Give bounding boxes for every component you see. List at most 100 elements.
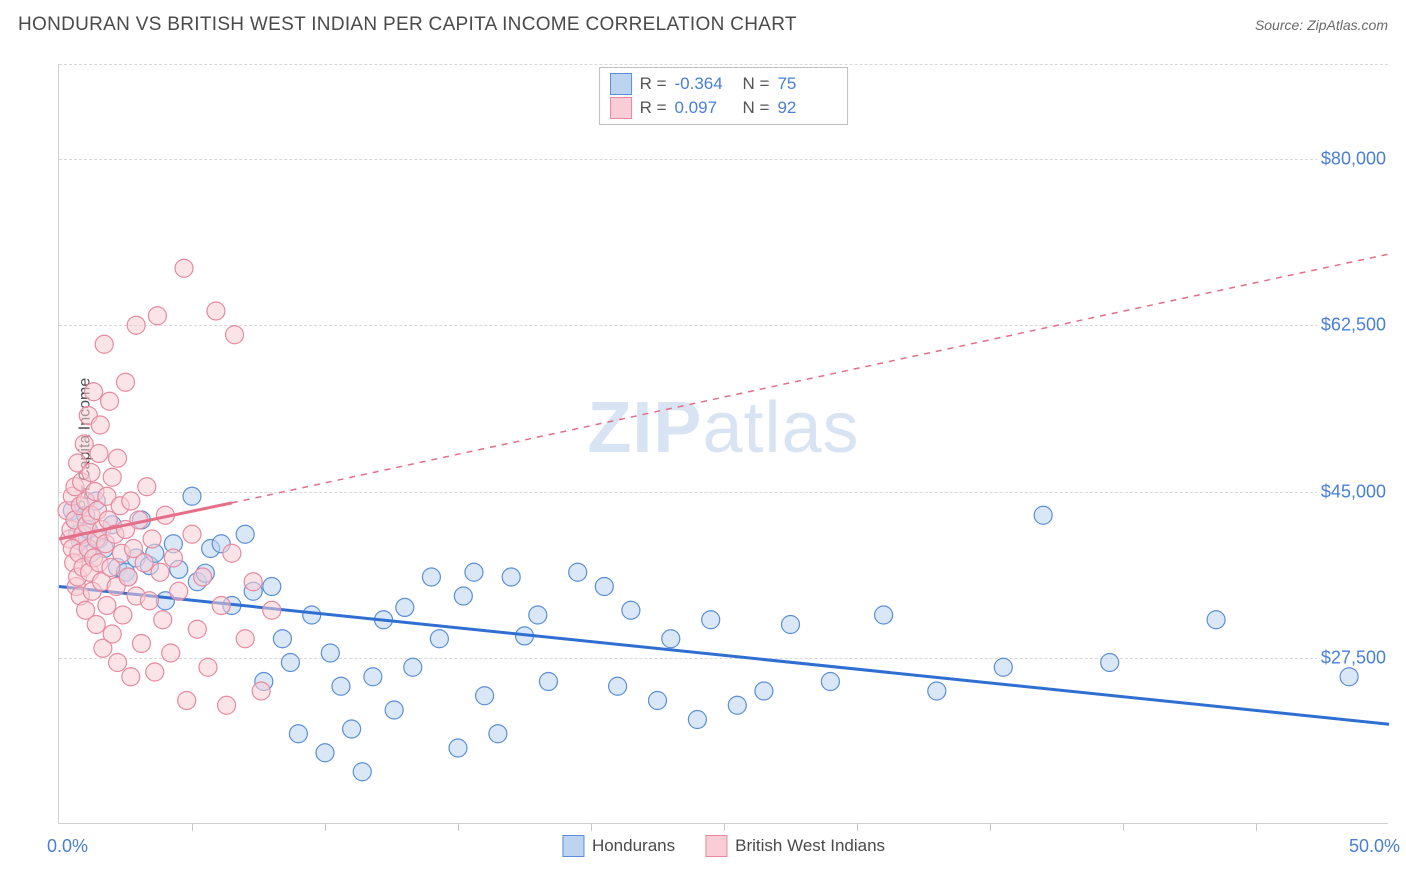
x-tick	[192, 823, 193, 831]
data-point	[755, 682, 773, 700]
data-point	[422, 568, 440, 586]
data-point	[178, 692, 196, 710]
data-point	[430, 630, 448, 648]
data-point	[87, 616, 105, 634]
data-point	[449, 739, 467, 757]
legend-label: British West Indians	[735, 836, 885, 856]
stats-legend: R =-0.364N =75R =0.097N =92	[599, 67, 849, 125]
r-label: R =	[640, 98, 667, 118]
data-point	[82, 464, 100, 482]
data-point	[138, 478, 156, 496]
data-point	[454, 587, 472, 605]
data-point	[688, 711, 706, 729]
legend-swatch	[562, 835, 584, 857]
r-value: 0.097	[675, 98, 735, 118]
data-point	[143, 530, 161, 548]
trend-line	[59, 587, 1389, 725]
data-point	[109, 654, 127, 672]
legend-label: Hondurans	[592, 836, 675, 856]
data-point	[162, 644, 180, 662]
data-point	[95, 335, 113, 353]
data-point	[226, 326, 244, 344]
legend-swatch	[705, 835, 727, 857]
data-point	[122, 668, 140, 686]
data-point	[101, 392, 119, 410]
data-point	[396, 598, 414, 616]
data-point	[236, 525, 254, 543]
data-point	[122, 492, 140, 510]
data-point	[273, 630, 291, 648]
data-point	[702, 611, 720, 629]
data-point	[244, 573, 262, 591]
data-point	[175, 259, 193, 277]
source-attribution: Source: ZipAtlas.com	[1255, 17, 1388, 33]
data-point	[875, 606, 893, 624]
data-point	[90, 445, 108, 463]
data-point	[595, 578, 613, 596]
data-point	[529, 606, 547, 624]
data-point	[1034, 506, 1052, 524]
data-point	[569, 563, 587, 581]
x-tick	[591, 823, 592, 831]
data-point	[109, 449, 127, 467]
legend-item: Hondurans	[562, 835, 675, 857]
data-point	[119, 568, 137, 586]
x-tick	[458, 823, 459, 831]
series-legend: Hondurans British West Indians	[562, 835, 885, 857]
data-point	[821, 673, 839, 691]
data-point	[303, 606, 321, 624]
data-point	[236, 630, 254, 648]
data-point	[117, 373, 135, 391]
data-point	[148, 307, 166, 325]
data-point	[728, 696, 746, 714]
data-point	[135, 554, 153, 572]
data-point	[343, 720, 361, 738]
data-point	[103, 625, 121, 643]
data-point	[154, 611, 172, 629]
data-point	[140, 592, 158, 610]
data-point	[1207, 611, 1225, 629]
legend-swatch	[610, 73, 632, 95]
data-point	[252, 682, 270, 700]
data-point	[164, 549, 182, 567]
data-point	[364, 668, 382, 686]
data-point	[332, 677, 350, 695]
data-point	[662, 630, 680, 648]
data-point	[1101, 654, 1119, 672]
data-point	[212, 597, 230, 615]
n-label: N =	[743, 74, 770, 94]
data-point	[1340, 668, 1358, 686]
data-point	[281, 654, 299, 672]
data-point	[622, 601, 640, 619]
x-tick	[325, 823, 326, 831]
data-point	[194, 568, 212, 586]
n-value: 75	[777, 74, 837, 94]
data-point	[85, 383, 103, 401]
n-label: N =	[743, 98, 770, 118]
data-point	[404, 658, 422, 676]
data-point	[994, 658, 1012, 676]
data-point	[539, 673, 557, 691]
x-tick	[724, 823, 725, 831]
data-point	[321, 644, 339, 662]
data-point	[489, 725, 507, 743]
data-point	[928, 682, 946, 700]
data-point	[316, 744, 334, 762]
r-label: R =	[640, 74, 667, 94]
data-point	[385, 701, 403, 719]
data-point	[353, 763, 371, 781]
data-point	[207, 302, 225, 320]
data-point	[91, 416, 109, 434]
data-point	[289, 725, 307, 743]
data-point	[98, 597, 116, 615]
data-point	[183, 487, 201, 505]
data-point	[114, 606, 132, 624]
x-tick	[1123, 823, 1124, 831]
x-tick	[990, 823, 991, 831]
data-point	[649, 692, 667, 710]
data-point	[170, 582, 188, 600]
chart-plot-area: Per Capita Income ZIPatlas $27,500$45,00…	[58, 64, 1388, 824]
data-point	[151, 563, 169, 581]
data-point	[218, 696, 236, 714]
data-point	[132, 635, 150, 653]
